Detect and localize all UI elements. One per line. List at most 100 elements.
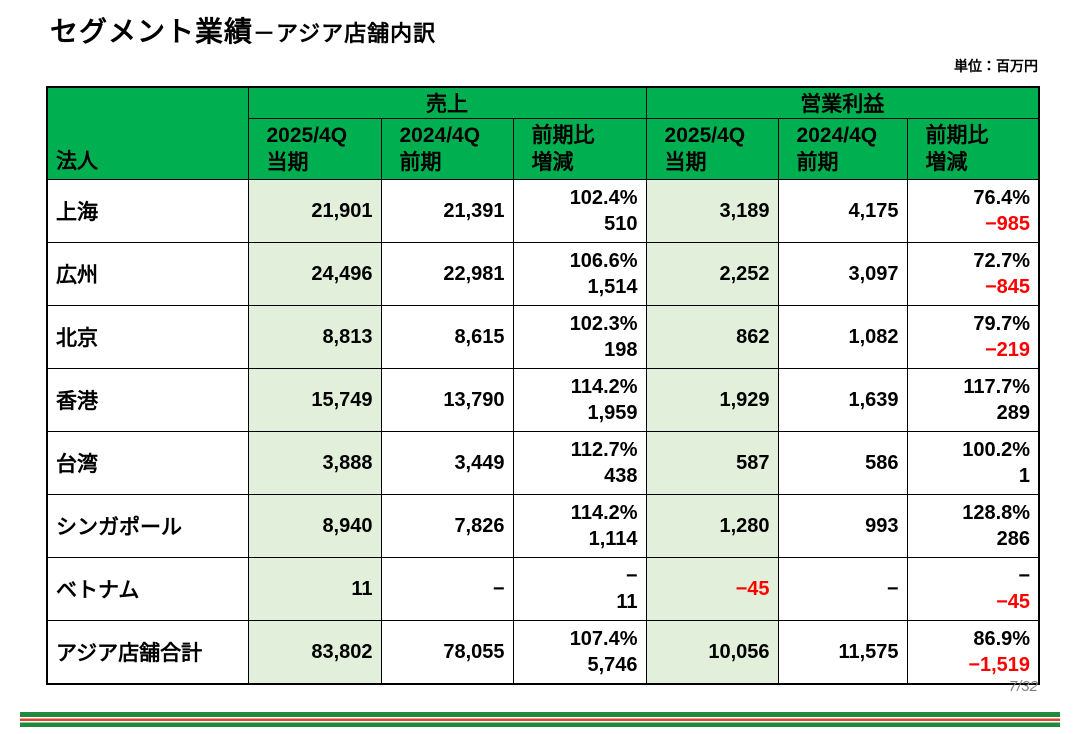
profit-ratio: 86.9% <box>973 628 1031 650</box>
corner-header-entity: 法人 <box>46 86 249 180</box>
profit-diff: −45 <box>996 591 1031 613</box>
profit-ratio: − <box>1018 565 1031 587</box>
sub-header-sales-prior: 2024/4Q 前期 <box>380 118 514 180</box>
profit-prior-cell: − <box>777 557 908 621</box>
profit-prior-cell: 1,082 <box>777 305 908 369</box>
group-header-operating-profit: 営業利益 <box>645 86 1040 119</box>
table-row-total: アジア店舗合計 83,802 78,055 107.4% 5,746 10,056… <box>46 620 1040 685</box>
profit-prior-cell: 1,639 <box>777 368 908 432</box>
sales-diff: 11 <box>616 591 638 613</box>
page-title-main: セグメント業績 <box>50 16 254 47</box>
sub-header-sales-current: 2025/4Q 当期 <box>247 118 382 180</box>
sales-current-cell: 3,888 <box>247 431 382 495</box>
profit-change-cell: 100.2% 1 <box>906 431 1040 495</box>
table-row: シンガポール 8,940 7,826 114.2% 1,114 1,280 993… <box>46 494 1040 558</box>
company-name-cell: 北京 <box>46 305 249 369</box>
profit-diff: −985 <box>984 213 1031 235</box>
profit-ratio: 72.7% <box>973 250 1031 272</box>
profit-current-cell: 587 <box>645 431 779 495</box>
profit-ratio: 128.8% <box>962 502 1031 524</box>
sub-header-line: 2025/4Q <box>664 124 746 147</box>
sales-ratio: 102.4% <box>569 187 638 209</box>
sales-prior-cell: 3,449 <box>380 431 514 495</box>
page-title-sub: －アジア店舗内訳 <box>253 21 437 46</box>
sales-prior-cell: 78,055 <box>380 620 514 685</box>
profit-change-cell: 76.4% −985 <box>906 179 1040 243</box>
sales-prior-cell: 7,826 <box>380 494 514 558</box>
sub-header-line: 前期比 <box>531 124 595 147</box>
table-row: ベトナム 11 − −11 −45 − − −45 <box>46 557 1040 621</box>
profit-prior-cell: 3,097 <box>777 242 908 306</box>
sales-diff: 5,746 <box>587 654 638 676</box>
company-name-cell: アジア店舗合計 <box>46 620 249 685</box>
sub-header-line: 当期 <box>266 151 309 174</box>
group-header-sales: 売上 <box>247 86 647 119</box>
sub-header-line: 前期 <box>399 151 442 174</box>
sales-change-cell: − 11 <box>512 557 647 621</box>
profit-diff: 286 <box>996 528 1031 550</box>
sales-change-cell: 107.4% 5,746 <box>512 620 647 685</box>
sales-ratio: 107.4% <box>569 628 638 650</box>
profit-current-cell: 1,929 <box>645 368 779 432</box>
sales-current-cell: 8,940 <box>247 494 382 558</box>
profit-prior-cell: 11,575 <box>777 620 908 685</box>
profit-change-cell: 117.7% 289 <box>906 368 1040 432</box>
sales-current-cell: 83,802 <box>247 620 382 685</box>
profit-change-cell: 86.9% −1,519 <box>906 620 1040 685</box>
sales-diff: 1,514 <box>587 276 638 298</box>
sub-header-sales-change: 前期比 増減 <box>512 118 647 180</box>
company-name-cell: 広州 <box>46 242 249 306</box>
sub-header-line: 前期 <box>796 151 839 174</box>
profit-ratio: 117.7% <box>963 376 1031 398</box>
profit-change-cell: 79.7% −219 <box>906 305 1040 369</box>
sales-change-cell: 112.7% 438 <box>512 431 647 495</box>
table-row: 上海 21,901 21,391 102.4% 510 3,189 4,175 7… <box>46 179 1040 243</box>
group-header-row: 法人 売上 営業利益 <box>46 86 1040 180</box>
profit-change-cell: 128.8% 286 <box>906 494 1040 558</box>
company-name-cell: 香港 <box>46 368 249 432</box>
sales-ratio: 112.7% <box>570 439 638 461</box>
profit-change-cell: 72.7% −845 <box>906 242 1040 306</box>
profit-current-cell: −45 <box>645 557 779 621</box>
profit-current-cell: 2,252 <box>645 242 779 306</box>
profit-prior-cell: 4,175 <box>777 179 908 243</box>
sales-current-cell: 11 <box>247 557 382 621</box>
sales-change-cell: 114.2% 1,114 <box>512 494 647 558</box>
table-row: 台湾 3,888 3,449 112.7% 438 587 586 100.2% 1 <box>46 431 1040 495</box>
profit-ratio: 76.4% <box>973 187 1031 209</box>
profit-ratio: 79.7% <box>973 313 1031 335</box>
page-number: 7/32 <box>1008 678 1038 695</box>
table-row: 広州 24,496 22,981 106.6% 1,514 2,252 3,097… <box>46 242 1040 306</box>
sales-change-cell: 102.3% 198 <box>512 305 647 369</box>
company-name-cell: 上海 <box>46 179 249 243</box>
sales-prior-cell: − <box>380 557 514 621</box>
sub-header-profit-current: 2025/4Q 当期 <box>645 118 779 180</box>
sub-header-line: 2024/4Q <box>399 124 481 147</box>
page-title: セグメント業績－アジア店舗内訳 <box>50 10 436 50</box>
profit-current-cell: 1,280 <box>645 494 779 558</box>
sub-header-line: 当期 <box>664 151 707 174</box>
sales-prior-cell: 13,790 <box>380 368 514 432</box>
sales-ratio: 102.3% <box>569 313 638 335</box>
company-name-cell: 台湾 <box>46 431 249 495</box>
sub-header-line: 増減 <box>531 151 574 174</box>
profit-prior-cell: 586 <box>777 431 908 495</box>
sales-ratio: 106.6% <box>569 250 638 272</box>
sales-diff: 1,959 <box>587 402 638 424</box>
profit-change-cell: − −45 <box>906 557 1040 621</box>
profit-diff: −845 <box>984 276 1031 298</box>
sales-diff: 438 <box>604 465 638 487</box>
sales-prior-cell: 22,981 <box>380 242 514 306</box>
sales-diff: 198 <box>604 339 638 361</box>
sales-prior-cell: 21,391 <box>380 179 514 243</box>
sales-prior-cell: 8,615 <box>380 305 514 369</box>
profit-prior-cell: 993 <box>777 494 908 558</box>
bottom-brand-band <box>20 712 1060 727</box>
profit-diff: 1 <box>1018 465 1031 487</box>
sales-current-cell: 24,496 <box>247 242 382 306</box>
sales-diff: 510 <box>604 213 638 235</box>
sub-header-line: 2025/4Q <box>266 124 348 147</box>
sales-change-cell: 102.4% 510 <box>512 179 647 243</box>
sub-header-profit-change: 前期比 増減 <box>906 118 1040 180</box>
